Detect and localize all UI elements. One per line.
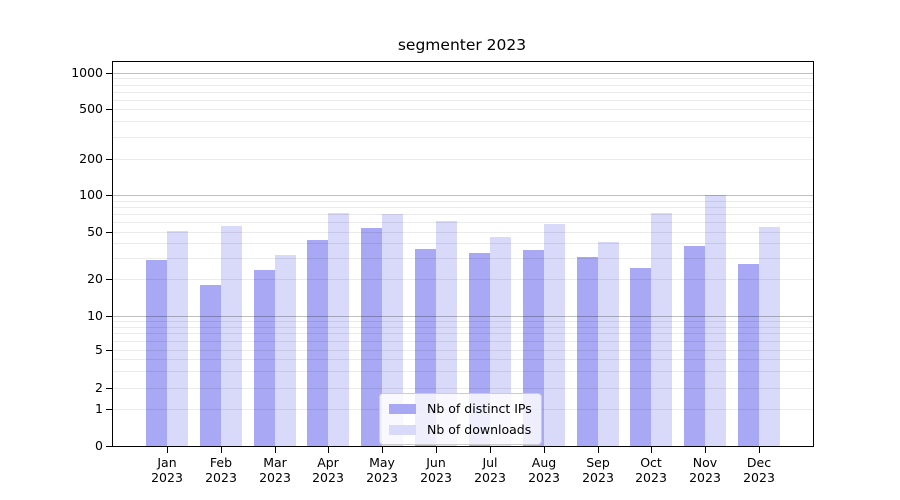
x-tick-label-jul: Jul 2023 <box>460 455 520 485</box>
x-tick-label-year: 2023 <box>205 470 237 485</box>
bar-nb-of-downloads-aug <box>544 224 565 446</box>
bar-nb-of-downloads-jun <box>436 221 457 446</box>
minor-gridline-700 <box>113 92 813 93</box>
x-tick-label-year: 2023 <box>582 470 614 485</box>
y-tick-label-20: 20 <box>87 271 103 286</box>
bar-nb-of-downloads-jan <box>167 231 188 446</box>
x-tick-label-mar: Mar 2023 <box>245 455 305 485</box>
x-tick-label-year: 2023 <box>366 470 398 485</box>
x-tick-mark-jul <box>490 447 491 453</box>
x-tick-label-year: 2023 <box>635 470 667 485</box>
x-tick-label-apr: Apr 2023 <box>298 455 358 485</box>
bar-nb-of-distinct-ips-apr <box>307 240 328 446</box>
y-tick-label-0: 0 <box>95 438 103 453</box>
y-tick-label-500: 500 <box>79 101 103 116</box>
y-tick-label-200: 200 <box>79 151 103 166</box>
minor-gridline-800 <box>113 85 813 86</box>
y-tick-label-10: 10 <box>87 308 103 323</box>
y-tick-label-1: 1 <box>95 401 103 416</box>
bar-nb-of-distinct-ips-dec <box>738 264 759 446</box>
y-tick-mark-5 <box>106 350 113 351</box>
y-tick-mark-1 <box>106 409 113 410</box>
y-tick-mark-10 <box>106 316 113 317</box>
bar-nb-of-downloads-may <box>382 214 403 446</box>
x-tick-mark-apr <box>328 447 329 453</box>
x-tick-mark-may <box>382 447 383 453</box>
x-tick-mark-aug <box>544 447 545 453</box>
x-tick-label-feb: Feb 2023 <box>191 455 251 485</box>
x-tick-mark-mar <box>275 447 276 453</box>
legend-item-nb-of-distinct-ips: Nb of distinct IPs <box>389 400 532 417</box>
y-tick-mark-100 <box>106 195 113 196</box>
bar-nb-of-downloads-mar <box>275 255 296 446</box>
x-tick-label-year: 2023 <box>528 470 560 485</box>
bar-nb-of-distinct-ips-sep <box>577 257 598 446</box>
bar-nb-of-distinct-ips-nov <box>684 246 705 446</box>
y-tick-label-50: 50 <box>87 224 103 239</box>
y-tick-mark-0 <box>106 446 113 447</box>
x-tick-label-oct: Oct 2023 <box>621 455 681 485</box>
x-tick-label-aug: Aug 2023 <box>514 455 574 485</box>
y-tick-mark-2 <box>106 388 113 389</box>
x-tick-mark-feb <box>221 447 222 453</box>
x-tick-mark-jan <box>167 447 168 453</box>
legend: Nb of distinct IPs Nb of downloads <box>379 393 542 445</box>
x-tick-mark-jun <box>436 447 437 453</box>
bar-nb-of-downloads-sep <box>598 242 619 446</box>
y-tick-mark-500 <box>106 109 113 110</box>
bar-nb-of-distinct-ips-jan <box>146 260 167 446</box>
x-tick-label-year: 2023 <box>312 470 344 485</box>
x-tick-label-jun: Jun 2023 <box>406 455 466 485</box>
plot-area: Nb of distinct IPs Nb of downloads 0 1 2 5 10… <box>71 61 814 485</box>
minor-gridline-200 <box>113 159 813 160</box>
legend-label: Nb of distinct IPs <box>427 401 532 416</box>
legend-label: Nb of downloads <box>427 422 532 437</box>
chart-title: segmenter 2023 <box>397 36 527 54</box>
legend-swatch-nb-of-distinct-ips <box>389 403 416 414</box>
x-tick-mark-sep <box>598 447 599 453</box>
bar-nb-of-downloads-feb <box>221 226 242 446</box>
x-tick-label-year: 2023 <box>151 470 183 485</box>
x-tick-label-jan: Jan 2023 <box>137 455 197 485</box>
x-tick-mark-nov <box>705 447 706 453</box>
x-tick-label-dec: Dec 2023 <box>729 455 789 485</box>
minor-gridline-400 <box>113 121 813 122</box>
y-tick-label-2: 2 <box>95 380 103 395</box>
x-tick-label-year: 2023 <box>259 470 291 485</box>
minor-gridline-900 <box>113 78 813 79</box>
minor-gridline-300 <box>113 137 813 138</box>
bar-nb-of-distinct-ips-feb <box>200 285 221 446</box>
x-tick-label-year: 2023 <box>743 470 775 485</box>
minor-gridline-600 <box>113 100 813 101</box>
x-tick-label-year: 2023 <box>474 470 506 485</box>
x-tick-label-year: 2023 <box>420 470 452 485</box>
x-tick-mark-dec <box>759 447 760 453</box>
legend-item-nb-of-downloads: Nb of downloads <box>389 421 532 438</box>
x-tick-label-nov: Nov 2023 <box>675 455 735 485</box>
minor-gridline-500 <box>113 109 813 110</box>
x-tick-mark-oct <box>651 447 652 453</box>
bar-nb-of-downloads-nov <box>705 195 726 446</box>
y-tick-mark-20 <box>106 279 113 280</box>
bar-nb-of-distinct-ips-may <box>361 228 382 446</box>
x-tick-label-sep: Sep 2023 <box>568 455 628 485</box>
bar-nb-of-distinct-ips-oct <box>630 268 651 446</box>
y-tick-label-1000: 1000 <box>71 65 103 80</box>
bar-nb-of-downloads-apr <box>328 213 349 446</box>
bar-nb-of-distinct-ips-mar <box>254 270 275 446</box>
y-tick-label-5: 5 <box>95 342 103 357</box>
y-tick-mark-50 <box>106 232 113 233</box>
y-tick-mark-200 <box>106 159 113 160</box>
x-tick-label-year: 2023 <box>689 470 721 485</box>
major-gridline-1000 <box>113 73 813 74</box>
y-tick-label-100: 100 <box>79 187 103 202</box>
bar-nb-of-downloads-oct <box>651 213 672 446</box>
bar-nb-of-downloads-dec <box>759 227 780 446</box>
x-tick-label-may: May 2023 <box>352 455 412 485</box>
y-tick-mark-1000 <box>106 73 113 74</box>
legend-swatch-nb-of-downloads <box>389 424 416 435</box>
